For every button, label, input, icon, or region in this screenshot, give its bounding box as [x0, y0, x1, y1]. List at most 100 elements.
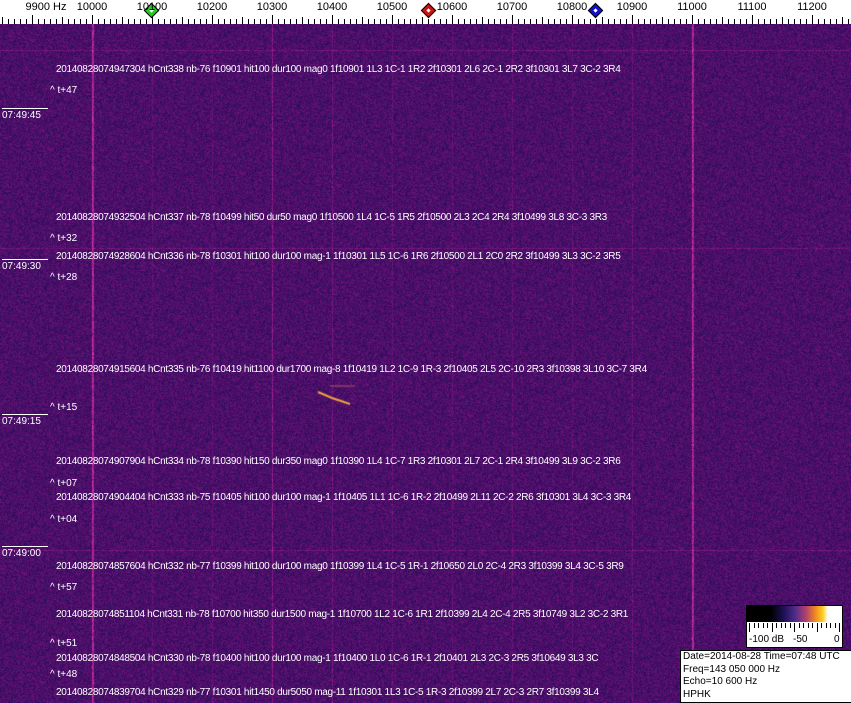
- axis-tick: [590, 19, 591, 24]
- axis-tick: [242, 17, 243, 24]
- axis-tick: [704, 19, 705, 24]
- colorbar-tick: [839, 623, 840, 632]
- axis-tick: [134, 19, 135, 24]
- axis-tick: [374, 19, 375, 24]
- axis-tick: [764, 19, 765, 24]
- axis-label: 11200: [797, 1, 827, 13]
- colorbar-tick: [803, 623, 804, 628]
- colorbar-tick: [830, 623, 831, 628]
- blue-marker-icon[interactable]: [587, 2, 604, 19]
- colorbar-tick: [758, 623, 759, 628]
- axis-tick: [110, 19, 111, 24]
- axis-tick: [464, 19, 465, 24]
- colorbar-legend: -100 dB -50 0: [746, 605, 843, 648]
- axis-tick: [236, 19, 237, 24]
- axis-tick: [428, 19, 429, 24]
- axis-tick: [296, 19, 297, 24]
- axis-tick: [44, 19, 45, 24]
- info-box: Date=2014-08-28 Time=07:48 UTC Freq=143 …: [680, 650, 851, 703]
- axis-tick: [116, 19, 117, 24]
- axis-tick: [560, 19, 561, 24]
- relative-time: ^ t+04: [50, 514, 78, 525]
- axis-tick: [14, 19, 15, 24]
- relative-time: ^ t+07: [50, 478, 78, 489]
- axis-tick: [272, 15, 273, 24]
- axis-tick: [446, 19, 447, 24]
- axis-tick: [56, 19, 57, 24]
- axis-tick: [320, 19, 321, 24]
- axis-tick: [176, 19, 177, 24]
- axis-tick: [518, 19, 519, 24]
- colorbar-label-mid: -50: [793, 634, 808, 645]
- axis-label: 10100: [136, 1, 168, 13]
- axis-tick: [680, 19, 681, 24]
- colorbar-tick: [834, 623, 836, 628]
- axis-tick: [368, 19, 369, 24]
- axis-tick: [638, 19, 639, 24]
- axis-label: 11000: [677, 1, 707, 13]
- axis-tick: [632, 15, 633, 24]
- axis-tick: [152, 15, 153, 24]
- axis-tick: [656, 19, 657, 24]
- detection-row: 20140828074932504 hCnt337 nb-78 f10499 h…: [56, 212, 607, 223]
- axis-tick: [482, 17, 483, 24]
- axis-tick: [32, 15, 33, 24]
- axis-tick: [548, 19, 549, 24]
- axis-tick: [224, 19, 225, 24]
- axis-tick: [668, 19, 669, 24]
- detection-row: 20140828074915604 hCnt335 nb-76 f10419 h…: [56, 364, 647, 375]
- axis-tick: [752, 15, 753, 24]
- colorbar-label-min: -100 dB: [749, 634, 785, 645]
- colorbar-gradient: [747, 606, 842, 622]
- time-marker: 07:49:00: [2, 546, 48, 560]
- red-marker-icon[interactable]: [420, 2, 437, 19]
- colorbar-label-max: 0: [834, 634, 840, 645]
- colorbar-tick: [776, 623, 777, 628]
- axis-tick: [2, 17, 3, 24]
- relative-time: ^ t+28: [50, 272, 78, 283]
- axis-tick: [488, 19, 489, 24]
- colorbar-tick: [789, 623, 791, 628]
- detection-row: 20140828074947304 hCnt338 nb-76 f10901 h…: [56, 64, 621, 75]
- axis-tick: [434, 19, 435, 24]
- axis-tick: [284, 19, 285, 24]
- axis-tick: [566, 19, 567, 24]
- axis-tick: [230, 19, 231, 24]
- axis-tick: [314, 19, 315, 24]
- echo-frequency: Echo=10 600 Hz: [683, 676, 758, 687]
- axis-tick: [554, 19, 555, 24]
- axis-tick: [674, 19, 675, 24]
- axis-tick: [506, 19, 507, 24]
- axis-tick: [158, 19, 159, 24]
- axis-tick: [836, 19, 837, 24]
- axis-tick: [248, 19, 249, 24]
- colorbar-tick: [753, 623, 755, 628]
- detection-row: 20140828074857604 hCnt332 nb-77 f10399 h…: [56, 561, 624, 572]
- detection-row: 20140828074848504 hCnt330 nb-78 f10400 h…: [56, 653, 599, 664]
- spectrogram-waterfall: [0, 24, 851, 703]
- detection-row: 20140828074928604 hCnt336 nb-78 f10301 h…: [56, 251, 621, 262]
- axis-tick: [386, 19, 387, 24]
- axis-tick: [338, 19, 339, 24]
- time-marker: 07:49:45: [2, 108, 48, 122]
- detection-row: 20140828074907904 hCnt334 nb-78 f10390 h…: [56, 456, 621, 467]
- axis-tick: [572, 15, 573, 24]
- axis-tick: [404, 19, 405, 24]
- axis-tick: [362, 17, 363, 24]
- axis-tick: [98, 19, 99, 24]
- axis-tick: [206, 19, 207, 24]
- axis-tick: [740, 19, 741, 24]
- axis-tick: [62, 17, 63, 24]
- axis-tick: [140, 19, 141, 24]
- axis-tick: [812, 15, 813, 24]
- colorbar-tick: [762, 623, 764, 628]
- axis-tick: [596, 19, 597, 24]
- axis-tick: [758, 19, 759, 24]
- frequency: Freq=143 050 000 Hz: [683, 663, 781, 675]
- axis-tick: [536, 19, 537, 24]
- time-marker: 07:49:15: [2, 414, 48, 428]
- axis-tick: [188, 19, 189, 24]
- axis-tick: [848, 19, 849, 24]
- colorbar-tick: [798, 623, 800, 628]
- axis-tick: [842, 17, 843, 24]
